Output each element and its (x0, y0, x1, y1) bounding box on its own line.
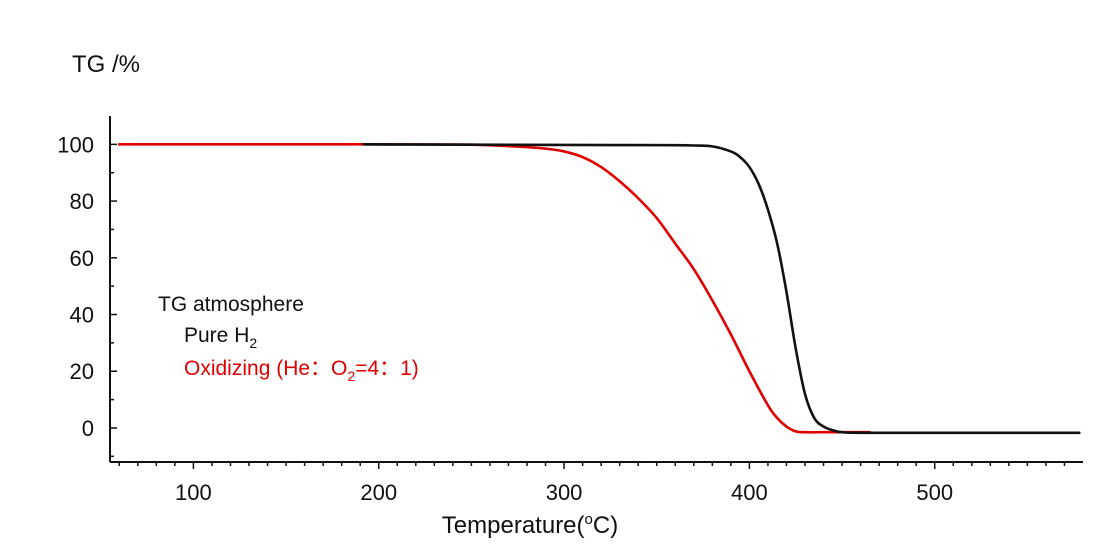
y-tick-label: 80 (70, 189, 94, 214)
y-tick-label: 40 (70, 303, 94, 328)
legend-entry-pure-h2-prefix: Pure H (184, 324, 249, 347)
x-tick-label: 300 (546, 480, 583, 505)
legend-title: TG atmosphere (158, 293, 304, 316)
x-axis-title-degree: o (585, 511, 593, 528)
x-axis-title-suffix: C) (593, 512, 618, 539)
y-tick-label: 20 (70, 359, 94, 384)
y-tick-label: 100 (57, 132, 94, 157)
y-axis-title: TG /% (72, 51, 140, 78)
legend: TG atmosphere Pure H2 Oxidizing (He：O2=4… (158, 293, 419, 384)
legend-entry-pure-h2: Pure H2 (184, 324, 257, 351)
legend-entry-oxidizing-prefix: Oxidizing (He：O (184, 357, 347, 380)
x-tick-label: 500 (916, 480, 953, 505)
x-tick-label: 400 (731, 480, 768, 505)
legend-entry-oxidizing-suffix: =4：1) (355, 357, 419, 380)
legend-entry-pure-h2-sub: 2 (249, 335, 257, 351)
x-tick-label: 100 (175, 480, 212, 505)
x-axis-title: Temperature(oC) (442, 511, 618, 539)
y-tick-label: 60 (70, 246, 94, 271)
series-line-oxidizing (117, 143, 872, 434)
series-line-pure-h2 (362, 143, 1081, 435)
y-ticks: 0 20 40 60 80 100 (57, 132, 117, 458)
legend-entry-oxidizing: Oxidizing (He：O2=4：1) (184, 357, 419, 384)
x-axis-title-prefix: Temperature( (442, 512, 585, 539)
x-ticks: 100 200 300 400 500 (118, 462, 1066, 505)
x-tick-label: 200 (360, 480, 397, 505)
y-tick-label: 0 (82, 416, 94, 441)
series-group (117, 143, 1081, 435)
legend-entry-oxidizing-sub: 2 (347, 368, 355, 384)
